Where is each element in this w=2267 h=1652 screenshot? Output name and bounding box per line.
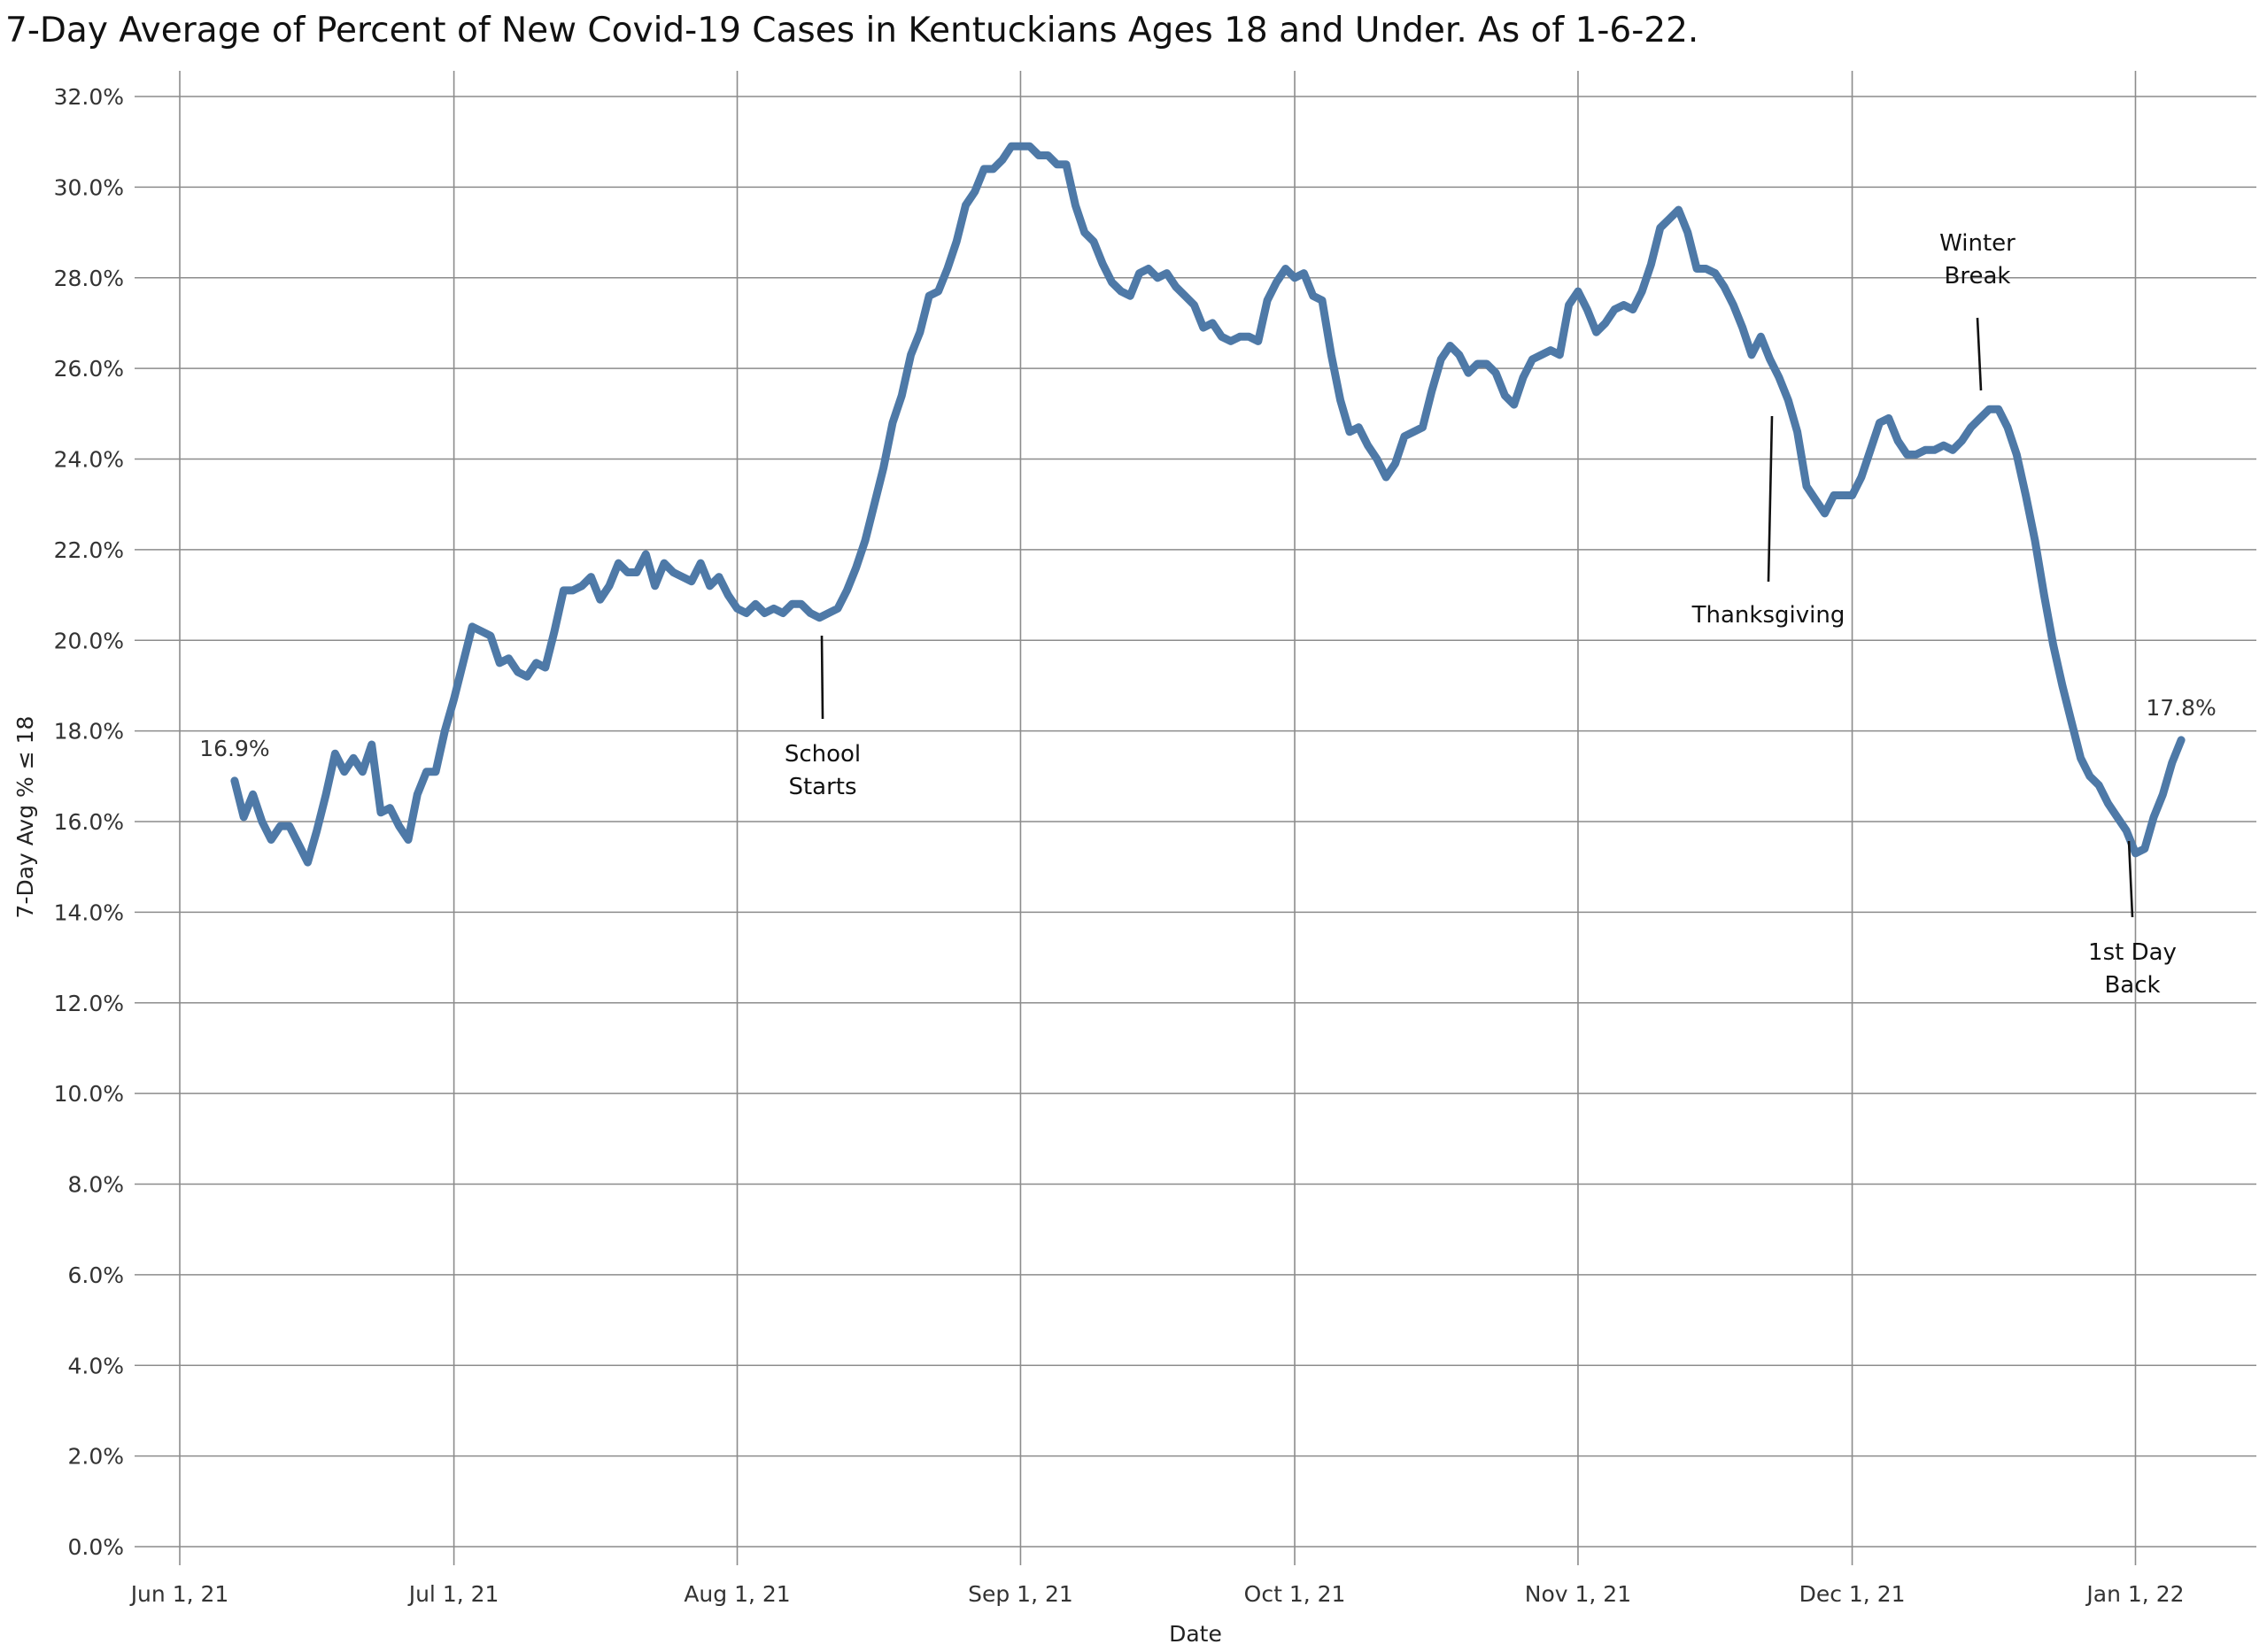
x-axis-tick-labels: Jun 1, 21 Jul 1, 21 Aug 1, 21 Sep 1, 21 Oct …	[129, 1581, 2185, 1607]
y-tick-label: 8.0%	[67, 1172, 124, 1198]
y-tick-label: 30.0%	[54, 174, 124, 200]
y-tick-label: 10.0%	[54, 1081, 124, 1107]
y-tick-label: 22.0%	[54, 537, 124, 563]
y-tick-label: 16.0%	[54, 809, 124, 835]
annotation-text: Back	[2104, 972, 2160, 999]
annotation-text: Thanksgiving	[1691, 602, 1845, 629]
y-tick-label: 0.0%	[67, 1534, 124, 1560]
x-tick-label: Oct 1, 21	[1244, 1581, 1346, 1607]
annotation-leader-line	[1976, 317, 1983, 391]
x-tick-label: Jun 1, 21	[129, 1581, 229, 1607]
y-tick-label: 18.0%	[54, 719, 124, 745]
horizontal-gridlines	[135, 96, 2256, 1548]
annotation-text: 1st Day	[2088, 939, 2177, 966]
annotation-leader-line	[2127, 840, 2134, 918]
series-line	[230, 142, 2186, 867]
vertical-gridlines	[179, 71, 2137, 1565]
y-axis-tick-labels: 0.0% 2.0% 4.0% 6.0% 8.0% 10.0% 12.0% 14.0% 16.0%…	[54, 84, 124, 1560]
x-tick-label: Aug 1, 21	[684, 1581, 790, 1607]
y-tick-label: 6.0%	[67, 1262, 124, 1288]
x-tick-label: Sep 1, 21	[968, 1581, 1073, 1607]
series-group	[230, 142, 2186, 867]
x-tick-label: Jan 1, 22	[2085, 1581, 2184, 1607]
y-tick-label: 12.0%	[54, 991, 124, 1016]
annotation-text: Break	[1945, 263, 2011, 289]
y-tick-label: 20.0%	[54, 628, 124, 653]
y-tick-label: 2.0%	[67, 1444, 124, 1470]
x-axis-label: Date	[1169, 1621, 1222, 1647]
y-tick-label: 28.0%	[54, 266, 124, 291]
x-tick-label: Jul 1, 21	[407, 1581, 499, 1607]
annotations: School Starts Thanksgiving Winter Break 1st D…	[785, 230, 2177, 999]
annotation-text: Starts	[788, 774, 856, 800]
data-label: 16.9%	[199, 736, 269, 761]
data-labels: 16.9% 17.8%	[199, 695, 2217, 761]
annotation-leader-line	[1767, 415, 1774, 583]
data-label: 17.8%	[2146, 695, 2216, 721]
y-tick-label: 4.0%	[67, 1353, 124, 1378]
y-tick-label: 14.0%	[54, 899, 124, 925]
x-tick-label: Nov 1, 21	[1525, 1581, 1631, 1607]
y-axis-label: 7-Day Avg % ≤ 18	[12, 716, 38, 919]
chart-title: 7-Day Average of Percent of New Covid-19…	[5, 11, 1699, 50]
y-tick-label: 26.0%	[54, 356, 124, 382]
y-tick-label: 32.0%	[54, 84, 124, 110]
y-tick-label: 24.0%	[54, 447, 124, 473]
annotation-text: School	[785, 741, 861, 768]
annotation-text: Winter	[1939, 230, 2016, 257]
annotation-leader-line	[820, 635, 824, 720]
x-tick-label: Dec 1, 21	[1799, 1581, 1906, 1607]
